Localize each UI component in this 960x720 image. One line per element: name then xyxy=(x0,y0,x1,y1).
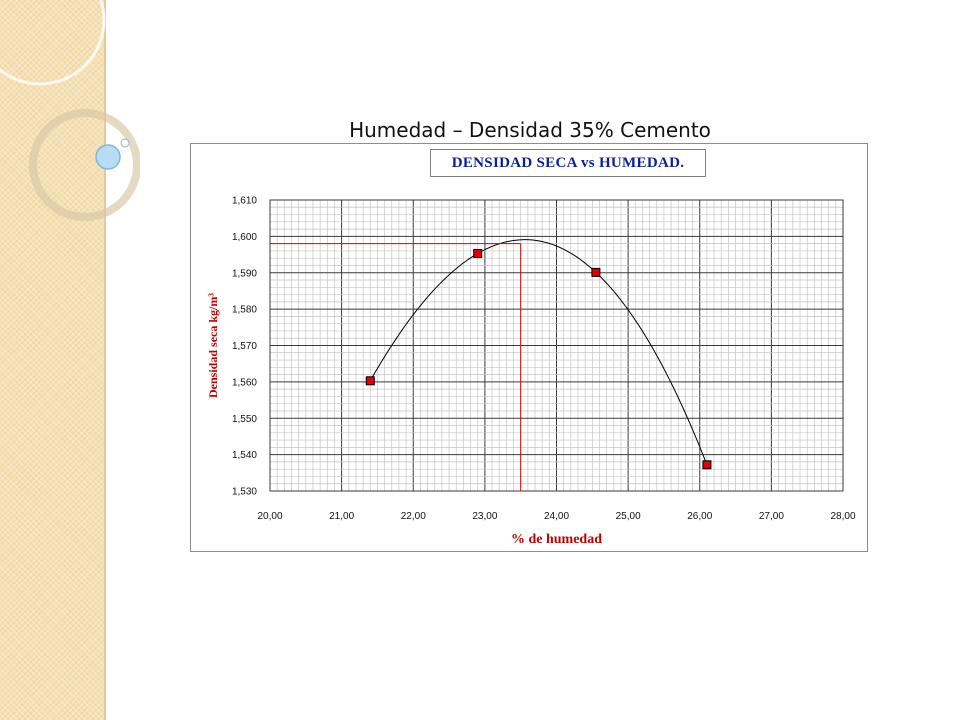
y-tick-label: 1,600 xyxy=(232,232,257,243)
deco-arc-large xyxy=(0,0,106,86)
x-tick-label: 27,00 xyxy=(759,511,784,522)
x-tick-label: 28,00 xyxy=(830,511,855,522)
chart-title: DENSIDAD SECA vs HUMEDAD. xyxy=(430,149,706,177)
y-axis-label: Densidad seca kg/m³ xyxy=(206,293,220,398)
y-tick-label: 1,550 xyxy=(232,414,257,425)
x-tick-label: 25,00 xyxy=(616,511,641,522)
data-point-marker xyxy=(702,460,712,470)
y-tick-label: 1,570 xyxy=(232,341,257,352)
slide-title: Humedad – Densidad 35% Cemento xyxy=(349,118,711,142)
y-tick-label: 1,610 xyxy=(232,196,257,207)
deco-bubble-small xyxy=(120,138,130,148)
deco-arc-medium xyxy=(29,109,140,221)
y-tick-label: 1,590 xyxy=(232,268,257,279)
plot-area xyxy=(269,199,844,492)
x-tick-label: 24,00 xyxy=(544,511,569,522)
data-point-marker xyxy=(591,267,601,277)
y-tick-label: 1,580 xyxy=(232,305,257,316)
data-point-marker xyxy=(473,248,483,258)
data-point-marker xyxy=(365,376,375,386)
x-tick-label: 26,00 xyxy=(687,511,712,522)
x-tick-label: 22,00 xyxy=(401,511,426,522)
x-axis-label: % de humedad xyxy=(511,532,602,547)
y-tick-label: 1,530 xyxy=(232,487,257,498)
x-tick-label: 21,00 xyxy=(329,511,354,522)
decorative-circles xyxy=(0,0,140,221)
y-tick-label: 1,560 xyxy=(232,377,257,388)
x-tick-label: 20,00 xyxy=(257,511,282,522)
x-tick-label: 23,00 xyxy=(472,511,497,522)
deco-bubble-large xyxy=(95,144,121,170)
fitted-curve xyxy=(369,239,708,465)
y-tick-label: 1,540 xyxy=(232,450,257,461)
